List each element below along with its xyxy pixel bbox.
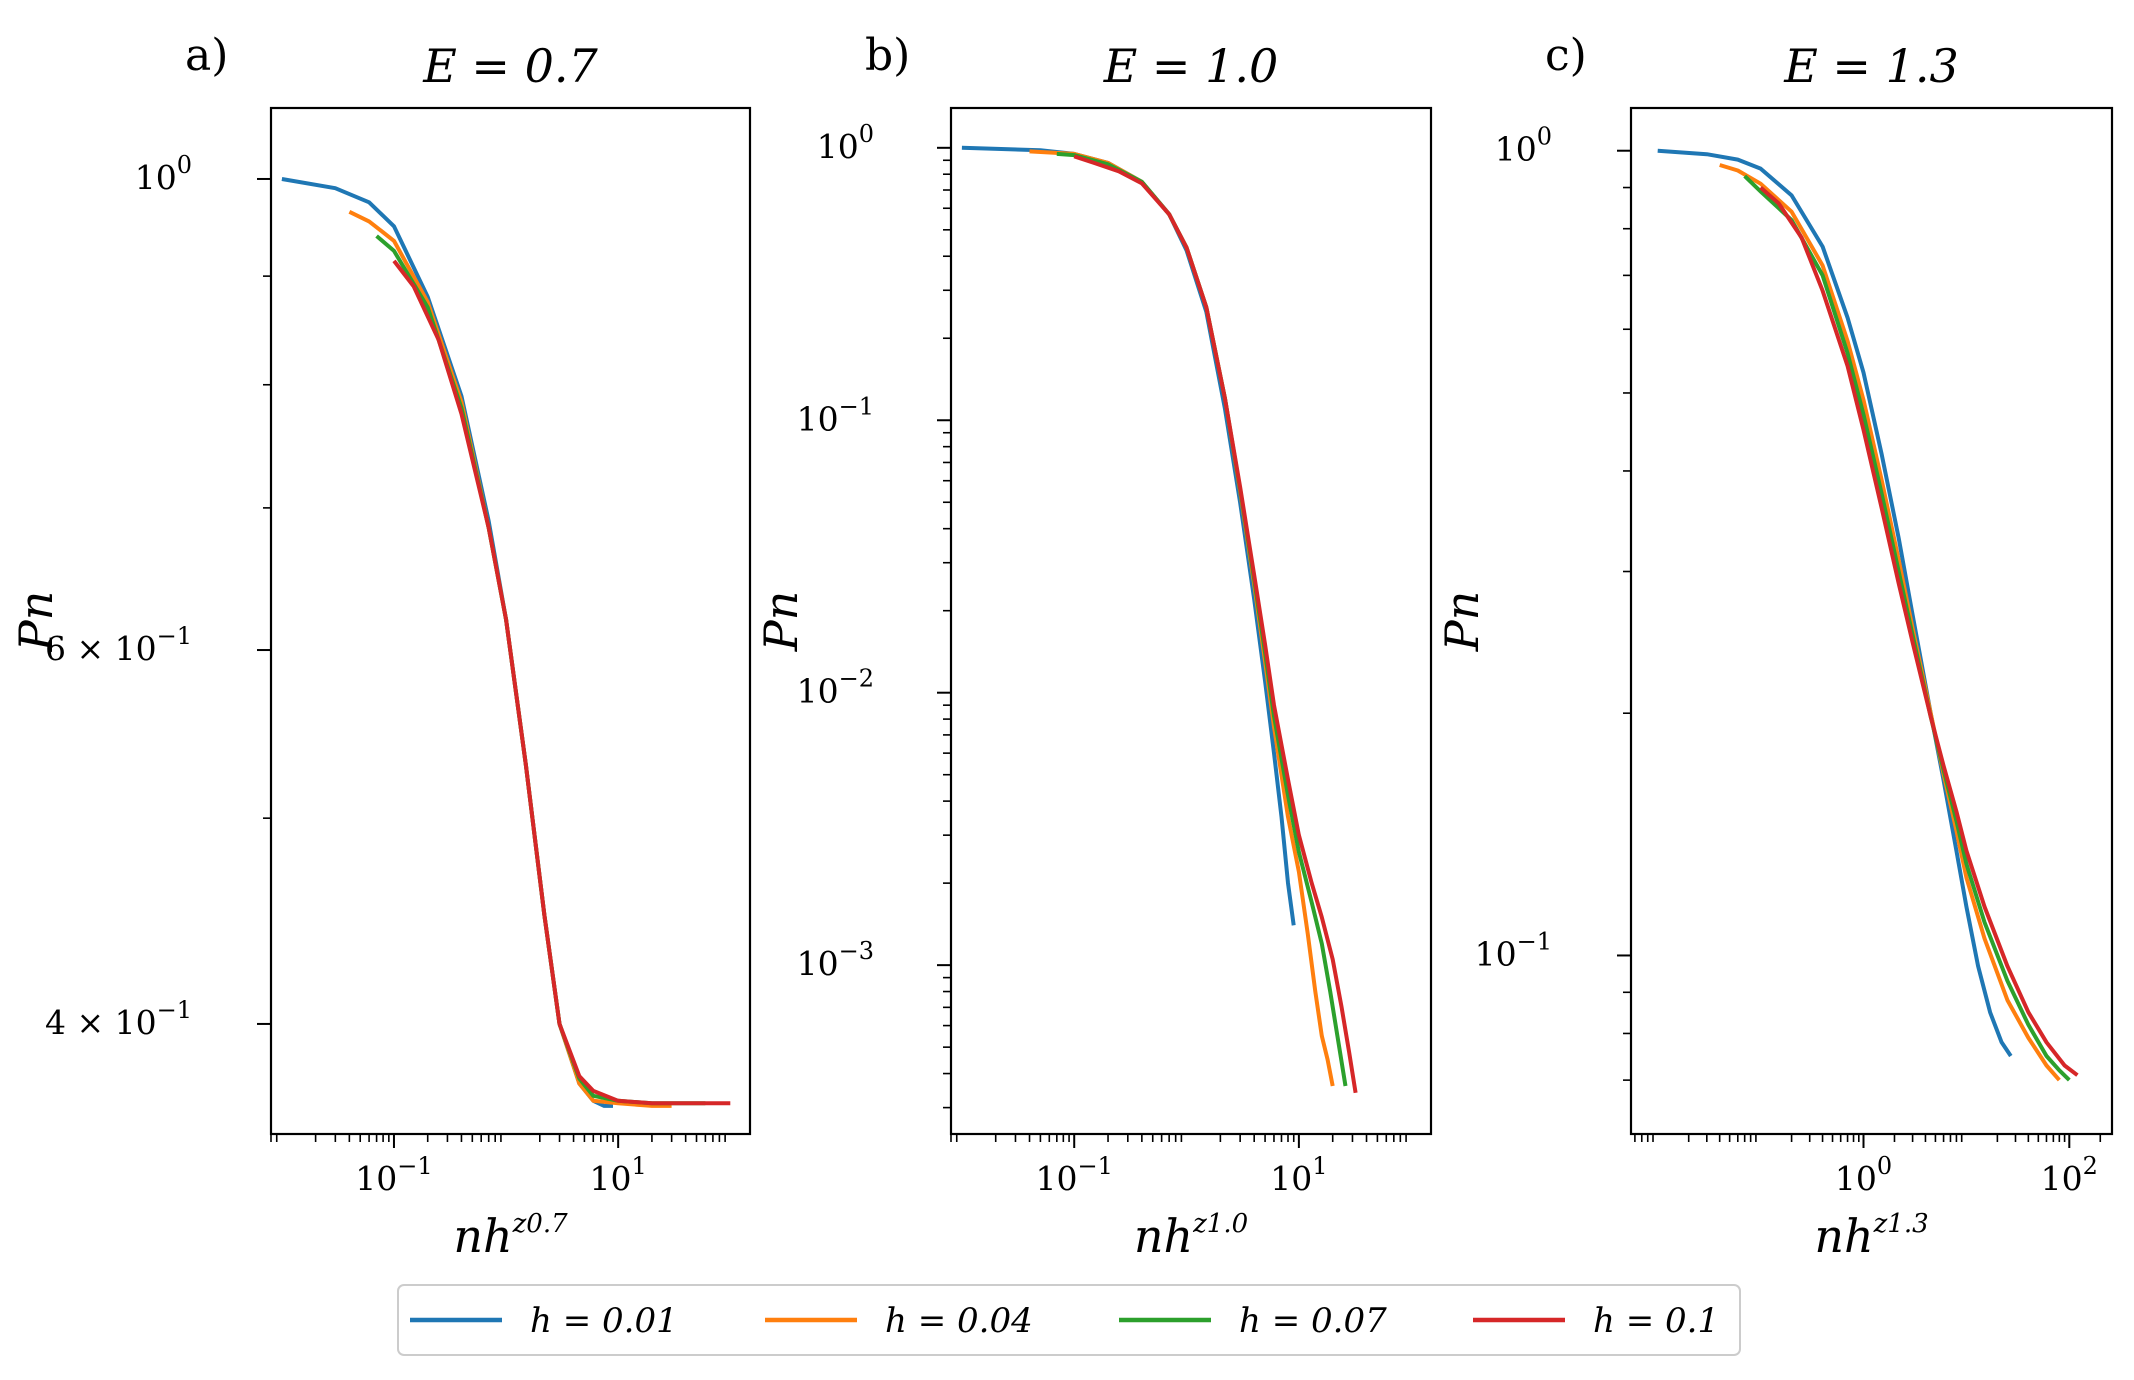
panel-2: 10−1 101 100 10−1 10−2 10−3 b) E = 1.0 nhz1.0 Pn [754, 30, 1433, 1263]
legend-box [397, 1284, 1741, 1356]
legend-label: h = 0.04 [885, 1301, 1033, 1341]
panel-3: 100 102 100 10−1 c) E = 1.3 nhz1.3 Pn [1435, 30, 2114, 1263]
axes-frame [949, 106, 1433, 1136]
legend-label: h = 0.1 [1593, 1301, 1719, 1341]
series-line-h0-01 [961, 145, 1296, 926]
series-group [281, 177, 731, 1108]
x-tick-label: 10−1 [1036, 1152, 1113, 1198]
y-tick-label: 6 × 10−1 [45, 622, 192, 668]
x-tick-label: 10−1 [355, 1152, 432, 1198]
panel-1: 10−1 101 100 6 × 10−1 4 × 10−1 a) E = 0.7 nhz0.… [9, 30, 752, 1263]
y-axis-label: Pn [1435, 591, 1489, 653]
chart-title: E = 0.7 [422, 39, 598, 93]
x-axis-label: nhz1.0 [1134, 1209, 1248, 1263]
legend-item: h = 0.07 [1119, 1301, 1387, 1341]
x-tick-label: 100 [1835, 1152, 1892, 1198]
y-tick-label: 100 [1495, 123, 1552, 169]
y-tick-label: 10−1 [1475, 927, 1552, 973]
chart-title: E = 1.3 [1783, 39, 1959, 93]
series-line-h0-04 [1719, 163, 2061, 1082]
y-tick-label: 100 [817, 120, 874, 166]
y-tick-label: 4 × 10−1 [45, 996, 192, 1042]
y-axis-label: Pn [9, 591, 63, 653]
y-tick-label: 10−3 [797, 937, 874, 983]
legend-item: h = 0.04 [765, 1301, 1033, 1341]
panel-label: b) [865, 30, 910, 81]
series-line-h0-07 [375, 234, 706, 1106]
legend-item: h = 0.1 [1473, 1301, 1719, 1341]
series-line-h0-1 [1759, 185, 2079, 1077]
y-axis-label: Pn [754, 591, 808, 653]
series-line-h0-01 [1657, 148, 2013, 1058]
series-line-h0-01 [281, 177, 613, 1108]
axes-frame [1629, 106, 2114, 1136]
series-line-h0-1 [392, 259, 731, 1106]
y-tick-label: 10−2 [797, 665, 874, 711]
legend: h = 0.01 h = 0.04 h = 0.07 h = 0.1 [397, 1284, 1741, 1356]
series-group [961, 145, 1358, 1094]
x-axis-label: nhz1.3 [1814, 1209, 1928, 1263]
x-tick-label: 101 [1270, 1152, 1327, 1198]
series-group [1657, 148, 2079, 1082]
legend-label: h = 0.07 [1239, 1301, 1387, 1341]
x-axis-label: nhz0.7 [453, 1209, 568, 1263]
panel-label: c) [1545, 30, 1587, 81]
y-tick-label: 10−1 [797, 392, 874, 438]
x-tick-label: 102 [2041, 1152, 2098, 1198]
x-tick-label: 101 [590, 1152, 647, 1198]
series-line-h0-07 [1743, 174, 2071, 1082]
series-line-h0-04 [1029, 149, 1335, 1087]
axes-frame [269, 106, 752, 1136]
y-tick-label: 100 [135, 151, 192, 197]
chart-title: E = 1.0 [1103, 39, 1279, 93]
legend-item: h = 0.01 [410, 1301, 678, 1341]
panel-label: a) [185, 30, 228, 81]
series-line-h0-1 [1073, 154, 1358, 1094]
legend-label: h = 0.01 [530, 1301, 678, 1341]
